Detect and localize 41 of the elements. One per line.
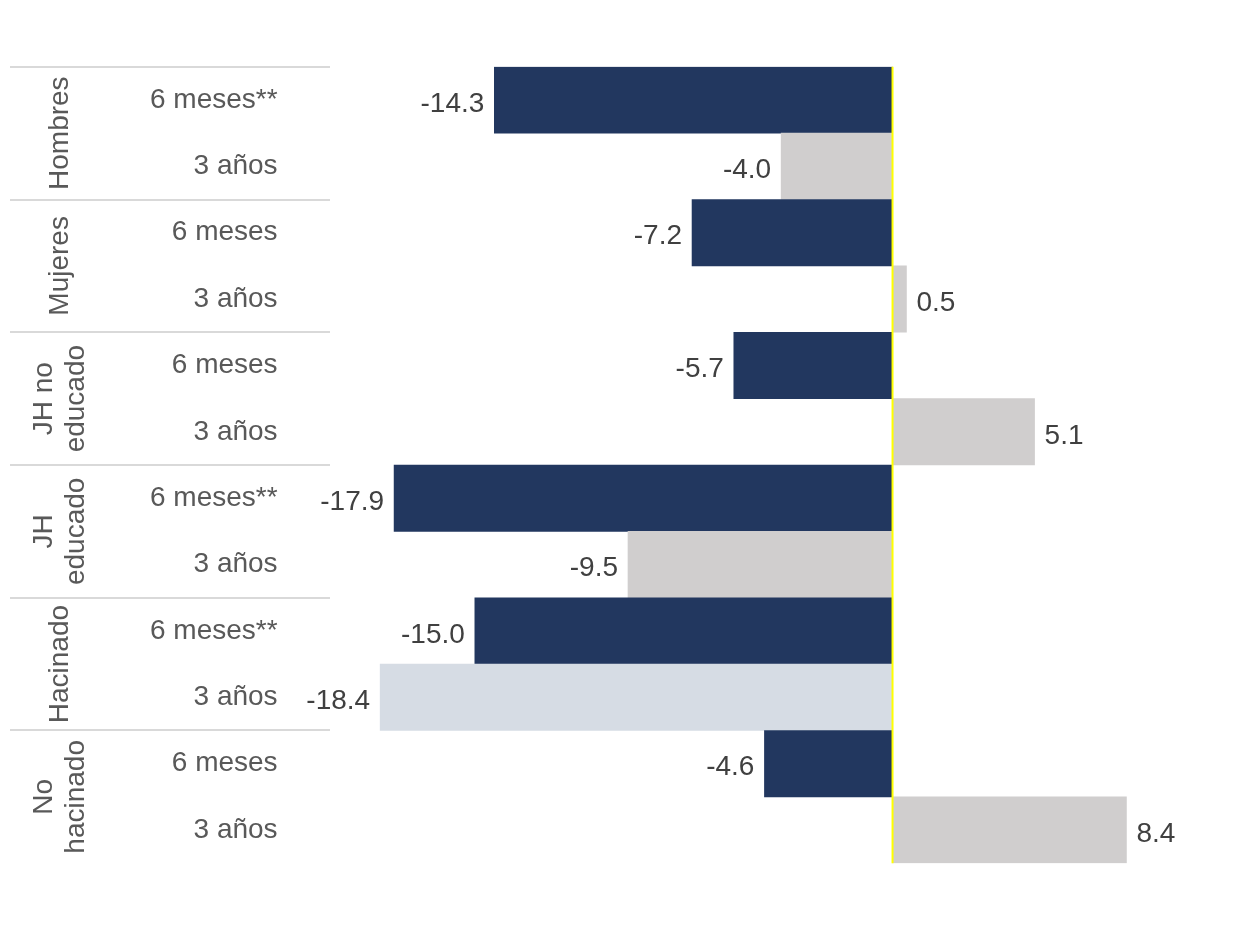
y-tick-label: 6 meses** — [149, 480, 278, 512]
data-label: 5.1 — [1044, 418, 1084, 450]
y-tick-label: 6 meses — [171, 348, 278, 380]
y-tick-label: 6 meses** — [149, 82, 278, 114]
bar — [393, 464, 893, 532]
data-label: -15.0 — [401, 617, 465, 649]
bar — [892, 796, 1127, 864]
data-label: -17.9 — [320, 484, 385, 516]
bar — [764, 730, 893, 798]
text: JH educado — [26, 477, 90, 586]
y-tick-label: 3 años — [193, 281, 278, 313]
text: Hacinado — [42, 604, 74, 724]
data-label: -14.3 — [420, 86, 485, 118]
y-tick-label: 6 meses — [171, 746, 278, 778]
y-tick-label: 6 meses — [171, 215, 278, 247]
data-label: -5.7 — [675, 352, 724, 384]
data-label: 8.4 — [1136, 816, 1176, 848]
y-tick-label: 6 meses** — [149, 613, 278, 645]
bar — [494, 66, 893, 134]
data-label: -7.2 — [633, 219, 683, 251]
data-label: -9.5 — [569, 551, 618, 583]
text: Mujeres — [42, 216, 74, 316]
text: JH no educado — [26, 344, 90, 453]
text: No hacinado — [26, 740, 90, 854]
data-label: -4.6 — [706, 750, 755, 782]
bar — [780, 132, 893, 200]
y-tick-label: 3 años — [193, 812, 278, 844]
bar — [892, 398, 1035, 466]
bar — [733, 331, 893, 399]
text: Hombres — [42, 76, 74, 190]
bar — [627, 531, 893, 599]
y-tick-label: 3 años — [193, 547, 278, 579]
data-label: -4.0 — [722, 153, 772, 185]
bar — [691, 199, 893, 267]
data-label: -18.4 — [306, 684, 371, 715]
y-tick-label: 3 años — [193, 680, 278, 711]
y-tick-label: 3 años — [193, 414, 278, 446]
bar — [474, 597, 893, 665]
bar — [379, 663, 893, 731]
y-tick-label: 3 años — [193, 149, 278, 181]
data-label: 0.5 — [916, 285, 956, 317]
